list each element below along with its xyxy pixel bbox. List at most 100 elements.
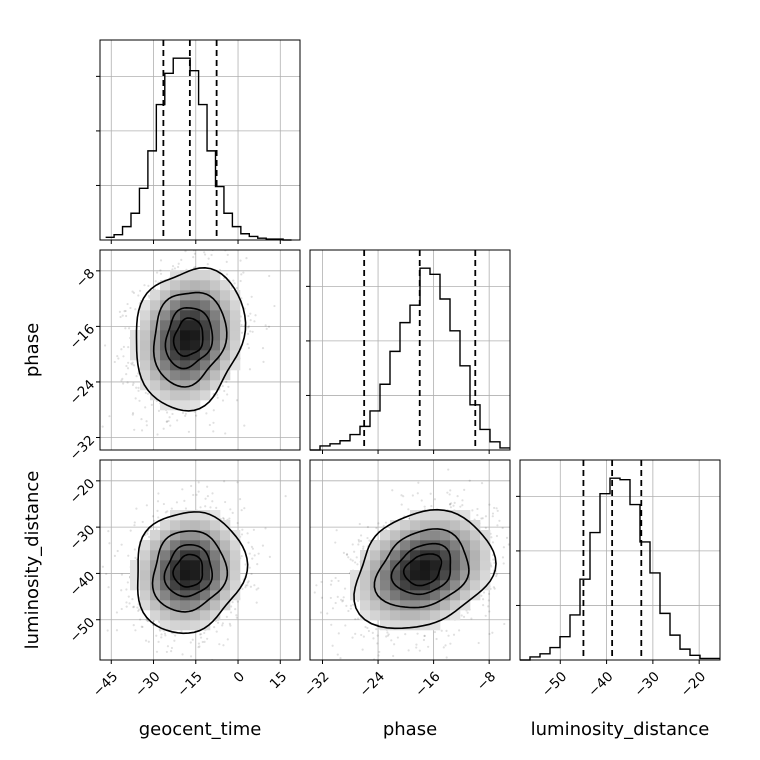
sample-point [221,622,224,625]
sample-point [349,558,352,561]
sample-point [364,625,367,629]
sample-point [177,265,180,269]
density-bin [160,310,171,321]
density-bin [150,530,161,541]
sample-point [246,532,249,535]
density-bin [230,560,241,571]
density-bin [160,400,171,411]
sample-point [184,412,187,415]
sample-point [170,646,174,650]
sample-point [197,646,200,649]
density-bin [200,540,211,551]
density-bin [160,550,171,561]
density-bin [150,390,161,401]
sample-point [229,508,232,511]
density-bin [190,280,201,291]
sample-point [165,411,169,414]
sample-point [180,258,183,261]
density-bin [200,620,211,631]
sample-point [449,489,452,492]
sample-point [230,605,233,608]
sample-point [342,596,345,599]
sample-point [362,635,365,638]
density-bin [200,530,211,541]
sample-point [115,611,119,614]
density-bin [170,550,181,561]
density-bin [150,310,161,321]
sample-point [477,641,480,645]
sample-point [359,539,363,543]
sample-point [440,629,443,632]
sample-point [226,393,229,396]
sample-point [238,498,242,501]
sample-point [329,583,333,586]
sample-point [356,599,360,603]
sample-point [249,330,252,333]
sample-point [203,251,206,254]
density-bin [200,600,211,611]
sample-point [147,640,150,643]
sample-point [505,536,509,539]
sample-point [458,662,460,664]
density-bin [160,300,171,311]
sample-point [155,650,159,653]
density-bin [220,290,231,301]
sample-point [261,544,265,547]
density-bin [190,380,201,391]
sample-point [392,654,395,658]
density-bin [170,540,181,551]
sample-point [157,492,160,495]
sample-point [251,547,255,550]
sample-point [127,595,130,598]
sample-point [371,631,374,634]
sample-point [445,629,448,632]
sample-point [217,242,219,244]
sample-point [203,253,207,256]
sample-point [125,605,128,608]
sample-point [206,637,209,640]
sample-point [482,591,486,594]
sample-point [241,587,244,590]
density-bin [200,340,211,351]
sample-point [192,266,196,269]
sample-point [471,509,474,512]
sample-point [132,364,136,367]
sample-point [326,612,329,615]
sample-point [215,506,218,509]
contour-1 [151,530,229,613]
sample-point [420,499,423,502]
sample-point [137,294,140,297]
density-bin [180,280,191,291]
sample-point [351,636,354,639]
sample-point [404,633,407,636]
sample-point [107,586,110,589]
density-bin [220,560,231,571]
sample-point [120,573,124,576]
sample-point [507,543,510,546]
sample-point [400,503,403,506]
sample-point [133,521,136,524]
density-bin [150,370,161,381]
sample-point [197,481,200,484]
sample-point [462,615,466,619]
sample-point [113,554,117,557]
sample-point [155,528,158,531]
density-bin [180,570,191,581]
sample-point [139,618,142,621]
sample-point [131,598,134,601]
density-bin [210,350,221,361]
density-bin [150,550,161,561]
sample-point [250,572,253,576]
sample-point [228,517,231,520]
sample-point [336,653,339,656]
density-bin [220,580,231,591]
sample-point [366,626,369,630]
density-bin [170,560,181,571]
histogram-luminosity_distance [520,477,720,661]
sample-point [156,509,159,512]
density-bin [220,360,231,371]
sample-point [154,280,157,283]
sample-point [411,494,414,497]
density-bin [170,270,181,281]
sample-point [212,421,215,424]
